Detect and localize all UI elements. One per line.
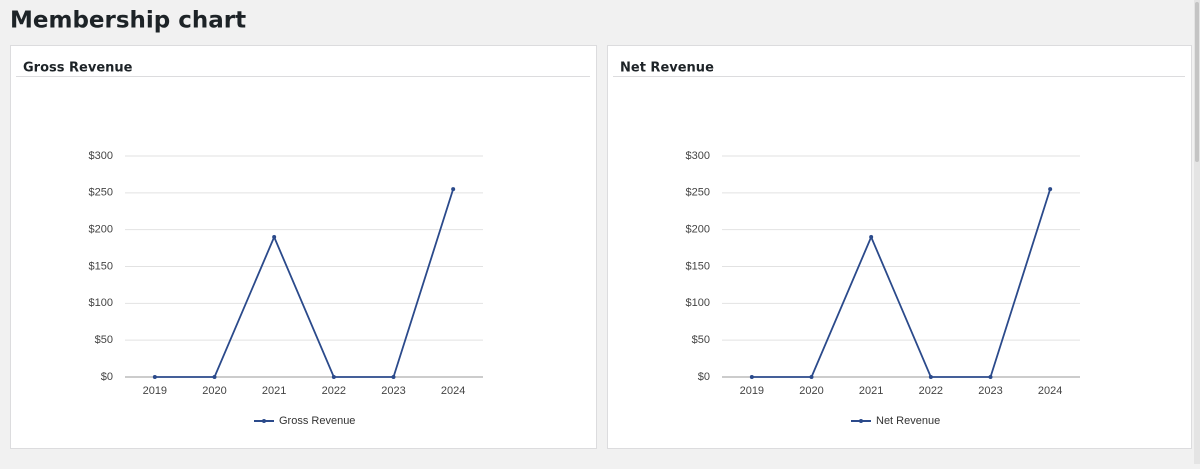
y-tick-label: $200 <box>686 224 710 236</box>
legend-dot <box>262 419 266 423</box>
data-point <box>988 375 993 379</box>
page-title: Membership chart <box>10 8 246 34</box>
data-point <box>869 235 874 240</box>
y-tick-label: $150 <box>686 260 710 272</box>
x-tick-label: 2023 <box>381 385 405 397</box>
card <box>10 45 597 449</box>
data-point <box>391 375 396 379</box>
data-point <box>749 375 754 379</box>
y-tick-label: $100 <box>686 297 710 309</box>
x-tick-label: 2021 <box>859 385 883 397</box>
card-title: Gross Revenue <box>23 61 133 76</box>
x-tick-label: 2022 <box>919 385 943 397</box>
x-tick-label: 2023 <box>978 385 1002 397</box>
scrollbar <box>1194 0 1200 464</box>
y-tick-label: $50 <box>95 334 113 346</box>
data-point <box>212 375 217 379</box>
scrollbar-thumb <box>1195 2 1199 162</box>
x-tick-label: 2024 <box>1038 385 1062 397</box>
y-tick-label: $100 <box>89 297 113 309</box>
data-point <box>451 187 456 192</box>
data-point <box>928 375 933 379</box>
card-title: Net Revenue <box>620 61 714 76</box>
x-tick-label: 2019 <box>740 385 764 397</box>
x-tick-label: 2020 <box>202 385 226 397</box>
x-tick-label: 2022 <box>322 385 346 397</box>
series-line <box>154 188 455 378</box>
legend-label: Gross Revenue <box>279 415 355 427</box>
x-tick-label: 2024 <box>441 385 465 397</box>
data-point <box>272 235 277 240</box>
x-tick-label: 2019 <box>143 385 167 397</box>
y-tick-label: $150 <box>89 260 113 272</box>
data-point <box>331 375 336 379</box>
card <box>607 45 1192 449</box>
data-point <box>1048 187 1053 192</box>
y-tick-label: $200 <box>89 224 113 236</box>
y-tick-label: $0 <box>101 371 113 383</box>
x-tick-label: 2021 <box>262 385 286 397</box>
series-line <box>751 188 1052 378</box>
legend-label: Net Revenue <box>876 415 940 427</box>
y-tick-label: $50 <box>692 334 710 346</box>
y-tick-label: $250 <box>89 187 113 199</box>
y-tick-label: $300 <box>89 150 113 162</box>
x-tick-label: 2020 <box>799 385 823 397</box>
data-point <box>809 375 814 379</box>
y-tick-label: $0 <box>698 371 710 383</box>
y-tick-label: $300 <box>686 150 710 162</box>
data-point <box>152 375 157 379</box>
y-tick-label: $250 <box>686 187 710 199</box>
legend-dot <box>859 419 863 423</box>
